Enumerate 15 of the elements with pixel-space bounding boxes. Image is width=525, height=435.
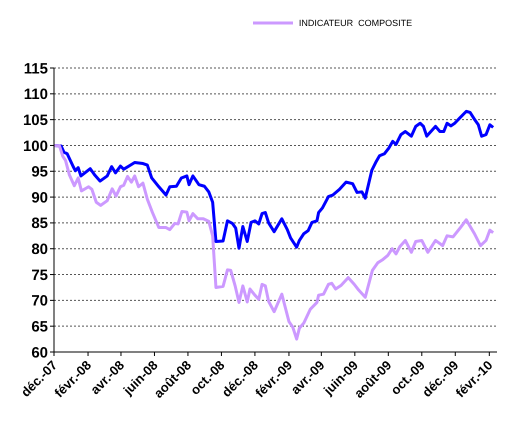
y-tick-label: 95 <box>31 164 48 181</box>
legend-label: INDICATEUR COMPOSITE <box>298 18 412 28</box>
y-tick-label: 60 <box>31 344 48 362</box>
y-tick-label: 70 <box>31 292 48 310</box>
y-tick-label: 115 <box>24 60 48 78</box>
y-tick-label: 105 <box>22 112 48 129</box>
y-tick-label: 75 <box>31 266 48 284</box>
y-tick-label: 100 <box>22 138 48 155</box>
y-tick-label: 85 <box>31 215 48 232</box>
line-series <box>54 110 495 250</box>
y-tick-label: 110 <box>24 86 48 104</box>
y-tick-label: 65 <box>31 318 48 336</box>
y-tick-label: 80 <box>31 241 48 258</box>
y-tick-label: 90 <box>31 189 48 206</box>
line-series <box>54 144 495 341</box>
